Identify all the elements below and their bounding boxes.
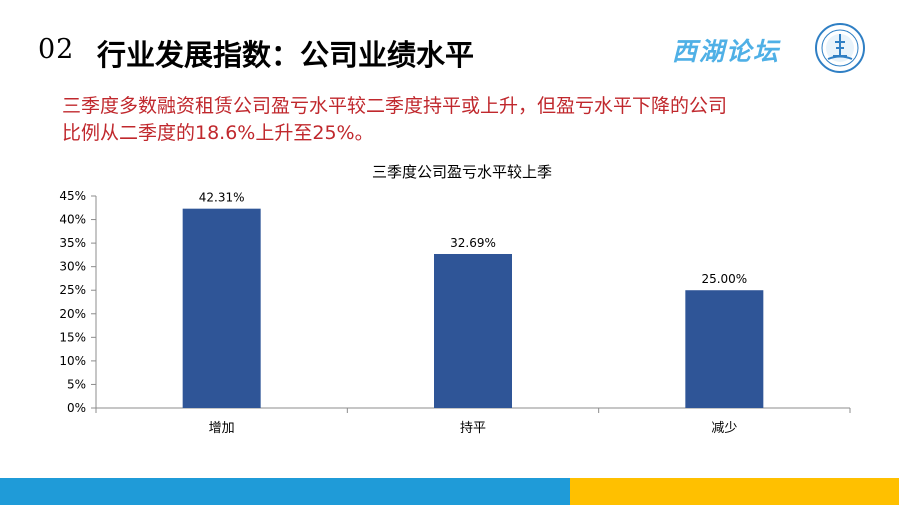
forum-seal-icon bbox=[815, 23, 865, 73]
y-tick-label: 45% bbox=[59, 189, 86, 203]
y-tick-label: 40% bbox=[59, 213, 86, 227]
y-tick-label: 0% bbox=[67, 401, 86, 415]
x-tick-label: 持平 bbox=[460, 421, 486, 436]
y-tick-label: 10% bbox=[59, 354, 86, 368]
bars: 42.31% 32.69% 25.00% bbox=[182, 191, 764, 408]
summary-text: 三季度多数融资租赁公司盈亏水平较二季度持平或上升，但盈亏水平下降的公司 比例从二… bbox=[62, 93, 862, 147]
page-title: 行业发展指数：公司业绩水平 bbox=[97, 38, 475, 72]
bar-data-label: 32.69% bbox=[450, 236, 496, 250]
section-number: 02 bbox=[38, 34, 75, 65]
summary-line-2: 比例从二季度的18.6%上升至25%。 bbox=[62, 122, 374, 144]
y-tick-label: 30% bbox=[59, 260, 86, 274]
y-tick-label: 35% bbox=[59, 236, 86, 250]
bar bbox=[182, 208, 261, 408]
x-tick-label: 减少 bbox=[711, 421, 737, 436]
chart-title: 三季度公司盈亏水平较上季 bbox=[372, 163, 552, 181]
x-axis: 增加 持平 减少 bbox=[95, 407, 851, 436]
y-tick-label: 15% bbox=[59, 330, 86, 344]
footer-bar-blue bbox=[0, 478, 570, 505]
y-tick-label: 25% bbox=[59, 283, 86, 297]
x-tick-label: 增加 bbox=[209, 421, 235, 436]
footer-bar-yellow bbox=[570, 478, 899, 505]
y-tick-label: 20% bbox=[59, 307, 86, 321]
y-axis: 0% 5% 10% 15% 20% 25% 30% 35% 40% 45% bbox=[59, 189, 97, 415]
forum-logo-text: 西湖论坛 bbox=[672, 37, 781, 66]
y-tick-label: 5% bbox=[67, 377, 86, 391]
bar-chart: 三季度公司盈亏水平较上季 0% 5% 10% 15% 20% 25% 30% 35% 40% 45… bbox=[59, 163, 851, 436]
bar bbox=[685, 290, 764, 408]
summary-line-1: 三季度多数融资租赁公司盈亏水平较二季度持平或上升，但盈亏水平下降的公司 bbox=[62, 95, 728, 117]
bar bbox=[434, 253, 512, 408]
bar-data-label: 25.00% bbox=[701, 272, 747, 286]
bar-data-label: 42.31% bbox=[199, 191, 245, 205]
